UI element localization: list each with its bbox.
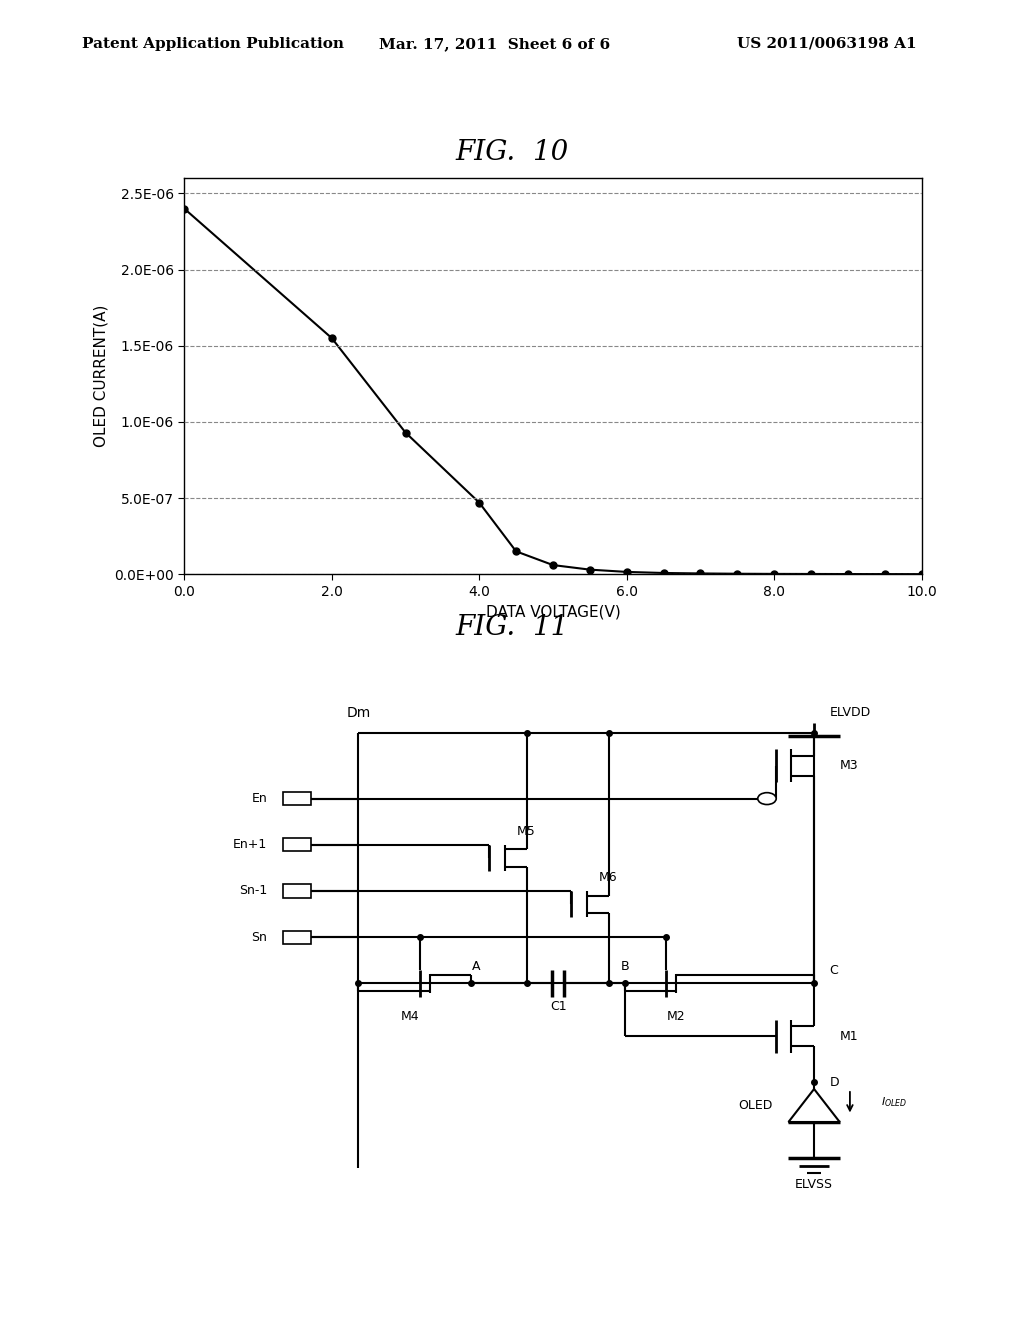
Text: Patent Application Publication: Patent Application Publication — [82, 37, 344, 51]
Bar — [283, 931, 311, 944]
Text: Mar. 17, 2011  Sheet 6 of 6: Mar. 17, 2011 Sheet 6 of 6 — [379, 37, 610, 51]
Text: A: A — [472, 961, 480, 973]
Text: En: En — [252, 792, 267, 805]
Y-axis label: OLED CURRENT(A): OLED CURRENT(A) — [93, 305, 109, 447]
Text: ELVDD: ELVDD — [829, 706, 870, 719]
Text: D: D — [829, 1076, 839, 1089]
Text: En+1: En+1 — [233, 838, 267, 851]
Text: OLED: OLED — [738, 1100, 773, 1111]
Text: M4: M4 — [400, 1010, 419, 1023]
Text: M3: M3 — [840, 759, 858, 772]
Text: M2: M2 — [667, 1010, 685, 1023]
Text: Sn-1: Sn-1 — [239, 884, 267, 898]
Text: C1: C1 — [550, 1001, 566, 1012]
Bar — [283, 838, 311, 851]
Bar — [283, 792, 311, 805]
Text: Dm: Dm — [346, 706, 371, 719]
Bar — [283, 884, 311, 898]
Circle shape — [758, 792, 776, 804]
Polygon shape — [788, 1089, 840, 1122]
Text: B: B — [621, 961, 629, 973]
Text: M6: M6 — [599, 871, 617, 884]
X-axis label: DATA VOLTAGE(V): DATA VOLTAGE(V) — [485, 605, 621, 619]
Text: Sn: Sn — [251, 931, 267, 944]
Text: FIG.  10: FIG. 10 — [456, 139, 568, 165]
Text: $I_{OLED}$: $I_{OLED}$ — [881, 1096, 907, 1109]
Text: M5: M5 — [517, 825, 536, 838]
Text: ELVSS: ELVSS — [795, 1179, 834, 1191]
Text: US 2011/0063198 A1: US 2011/0063198 A1 — [737, 37, 916, 51]
Text: FIG.  11: FIG. 11 — [456, 614, 568, 640]
Text: M1: M1 — [840, 1030, 858, 1043]
Text: C: C — [829, 964, 839, 977]
